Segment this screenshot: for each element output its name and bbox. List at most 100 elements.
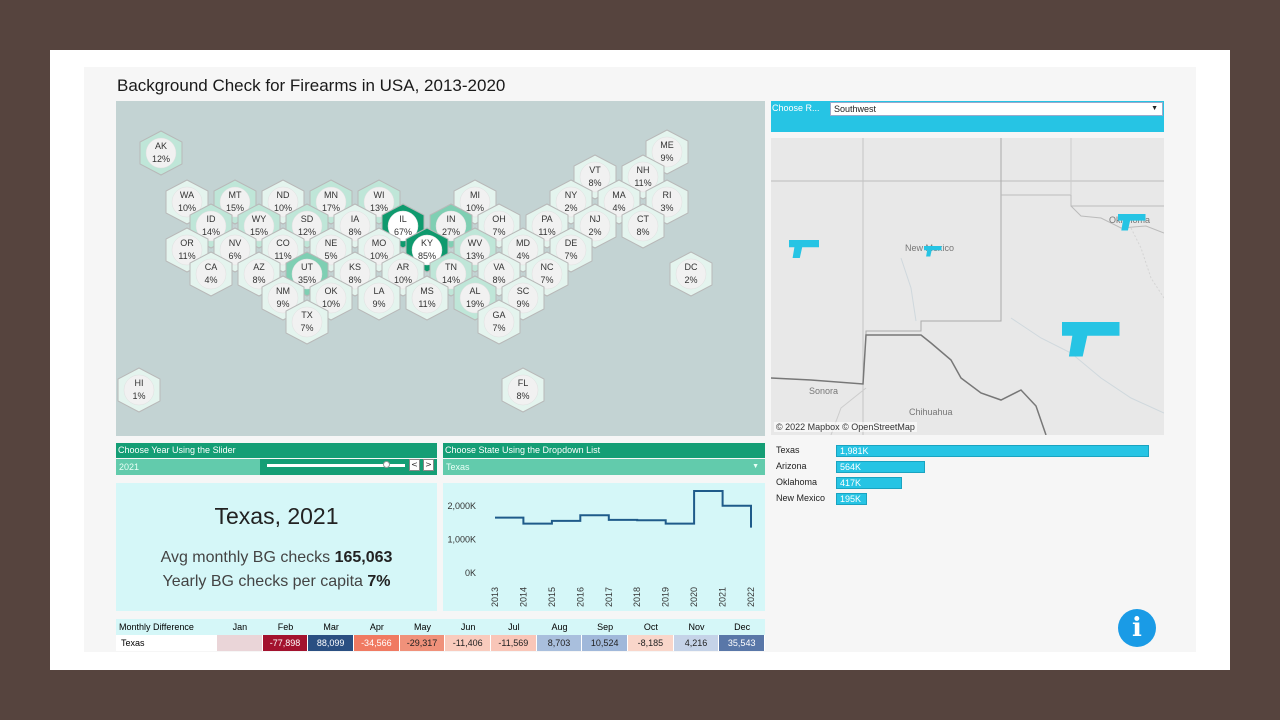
hex-tile-ak[interactable]: AK 12% [138,130,184,176]
bar-row-new-mexico[interactable]: New Mexico 195K [776,492,1156,506]
table-cell[interactable]: 88,099 [308,635,353,651]
info-icon[interactable]: i [1118,609,1156,647]
table-cell[interactable] [217,635,262,651]
gun-marker-new-mexico-icon[interactable] [924,246,942,257]
bar-row-texas[interactable]: Texas 1,981K [776,444,1156,458]
month-header: May [413,622,431,632]
hex-label: AR 10% [393,262,412,285]
bar-label: Arizona [776,461,807,471]
month-header: Jan [232,622,248,632]
kpi-avg-monthly: Avg monthly BG checks 165,063 [116,549,437,567]
region-filter: Choose R... Southwest ▼ [771,101,1164,132]
x-tick-label: 2018 [632,587,642,607]
hex-tile-ok[interactable]: OK 10% [308,275,354,321]
bar[interactable] [836,477,902,489]
hex-label: TX 7% [300,310,314,333]
table-cell[interactable]: -34,566 [354,635,399,651]
hex-label: MA 4% [612,190,626,213]
month-header: Dec [734,622,751,632]
year-slider-area [260,459,437,475]
year-slider-handle[interactable] [383,461,390,468]
hex-label: NJ 2% [588,214,602,237]
x-tick-label: 2017 [604,587,614,607]
bar[interactable] [836,445,1149,457]
bar[interactable] [836,493,867,505]
table-cell[interactable]: 35,543 [719,635,765,651]
year-slider-track[interactable] [267,464,405,467]
map-credit[interactable]: © 2022 Mapbox © OpenStreetMap [774,422,917,432]
series-line[interactable] [495,490,752,528]
table-cell[interactable]: -11,569 [491,635,536,651]
hex-label: WA 10% [177,190,196,213]
hex-tile-ct[interactable]: CT 8% [620,203,666,249]
kpi-card: Texas, 2021 Avg monthly BG checks 165,06… [116,483,437,611]
map-label-sonora: Sonora [809,386,838,396]
gun-marker-texas-icon[interactable] [1062,322,1120,357]
hex-tile-fl[interactable]: FL 8% [500,367,546,413]
region-map[interactable]: New Mexico Oklahoma Sonora Chihuahua © 2… [771,138,1164,435]
hex-tile-map: AK 12% ME 9% VT 8% NH 11% WA 10% MT 15% ND 10% MN 17% WI… [116,101,765,436]
hex-label: OH 7% [492,214,506,237]
table-cell[interactable]: -11,406 [445,635,490,651]
state-dropdown[interactable]: Texas ▼ [443,459,765,475]
state-dropdown-value: Texas [446,462,470,472]
monthly-difference-header: Monthly Difference Jan Feb Mar Apr May Jun Jul A… [116,619,765,635]
kpi-avg-monthly-label: Avg monthly BG checks [160,549,335,566]
x-tick-label: 2014 [518,587,528,607]
gun-marker-oklahoma-icon[interactable] [1118,214,1146,231]
hex-tile-or[interactable]: OR 11% [164,227,210,273]
table-cell[interactable]: -8,185 [628,635,673,651]
hex-tile-hi[interactable]: HI 1% [116,367,162,413]
hex-label: NE 5% [324,238,338,261]
table-cell[interactable]: -29,317 [399,635,445,651]
x-tick-label: 2016 [575,587,585,607]
table-cell[interactable]: 8,703 [536,635,582,651]
month-header: Apr [369,622,384,632]
bar[interactable] [836,461,925,473]
hex-label: SD 12% [297,214,316,237]
kpi-title: Texas, 2021 [214,503,339,529]
hex-label: MO 10% [369,238,388,261]
x-tick-label: 2019 [661,587,671,607]
hex-tile-tx[interactable]: TX 7% [284,299,330,345]
region-dropdown[interactable]: Southwest ▼ [830,102,1163,116]
hex-label: KS 8% [348,262,362,285]
hex-label: CA 4% [204,262,218,285]
year-prev-button[interactable]: < [409,459,420,471]
bar-row-oklahoma[interactable]: Oklahoma 417K [776,476,1156,490]
region-dropdown-value: Southwest [834,104,877,114]
hex-label: HI 1% [132,378,146,401]
hex-label: MD 4% [516,238,530,261]
hex-tile-ga[interactable]: GA 7% [476,299,522,345]
hex-tile-ca[interactable]: CA 4% [188,251,234,297]
hex-label: NM 9% [276,286,290,309]
y-tick-label: 1,000K [447,534,476,544]
table-cell[interactable]: 4,216 [673,635,719,651]
bar-row-arizona[interactable]: Arizona 564K [776,460,1156,474]
hex-label: ND 10% [273,190,292,213]
month-header: Oct [643,622,658,632]
hex-tile-la[interactable]: LA 9% [356,275,402,321]
hex-label: LA 9% [372,286,386,309]
year-next-button[interactable]: > [423,459,434,471]
year-value-field[interactable]: 2021 [116,459,260,475]
state-dropdown-header: Choose State Using the Dropdown List [443,443,765,458]
chevron-down-icon: ▼ [1151,105,1158,112]
hex-label: MS 11% [418,286,436,309]
hex-label: PA 11% [538,214,556,237]
month-header: Sep [597,622,614,632]
hex-tile-dc[interactable]: DC 2% [668,251,714,297]
y-tick-label: 0K [465,568,476,578]
hex-label: OK 10% [321,286,340,309]
hex-tile-ms[interactable]: MS 11% [404,275,450,321]
hex-label: DE 7% [564,238,578,261]
gun-marker-arizona-icon[interactable] [789,240,819,258]
kpi-avg-monthly-value: 165,063 [334,549,393,566]
hex-label: NC 7% [540,262,554,285]
dashboard-title: Background Check for Firearms in USA, 20… [117,76,506,95]
x-tick-label: 2022 [746,587,756,607]
hex-label: NV 6% [228,238,242,261]
table-cell[interactable]: 10,524 [582,635,628,651]
monthly-difference-table: Monthly Difference Jan Feb Mar Apr May Jun Jul A… [116,619,765,651]
table-cell[interactable]: -77,898 [262,635,308,651]
